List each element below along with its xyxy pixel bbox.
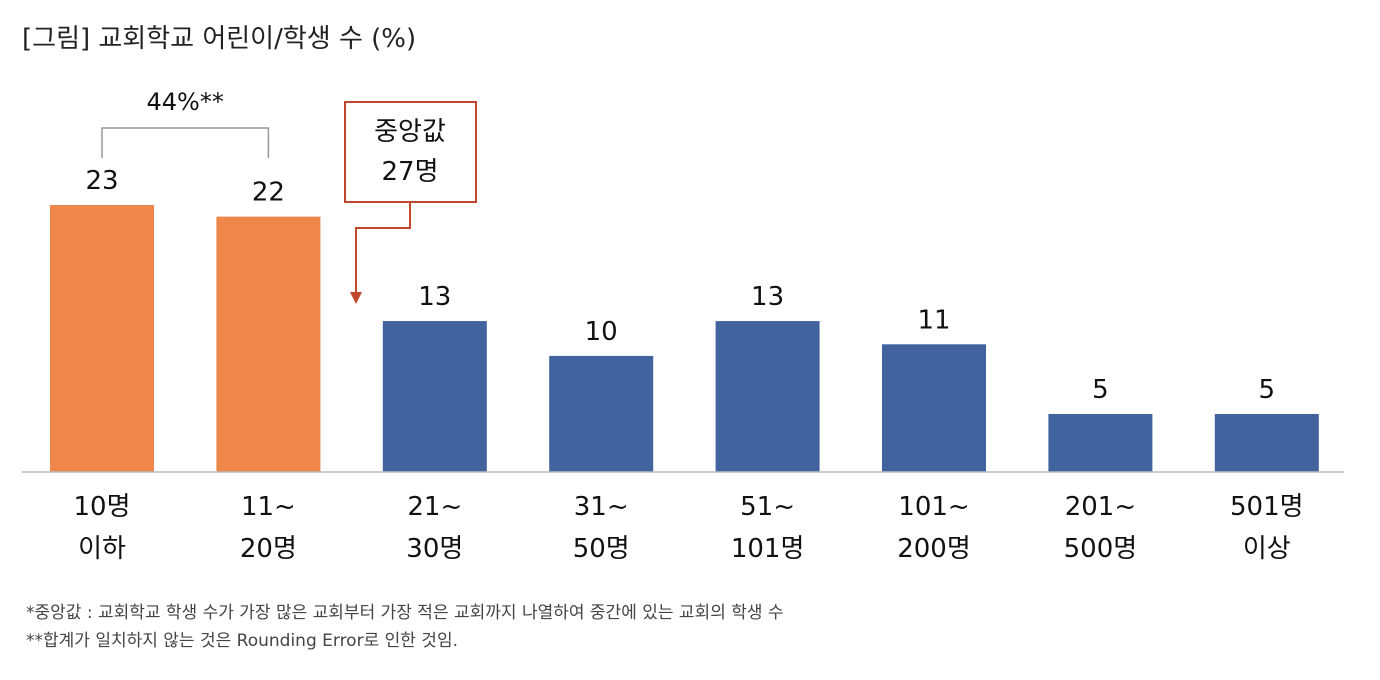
data-label-0: 23 bbox=[85, 166, 118, 196]
median-arrow-head bbox=[350, 292, 362, 304]
data-label-7: 5 bbox=[1259, 375, 1276, 405]
bar-6 bbox=[1048, 413, 1153, 472]
x-tick-label-7-0: 501명 bbox=[1230, 492, 1304, 522]
median-callout-text-1: 27명 bbox=[381, 157, 438, 187]
bar-2 bbox=[382, 321, 487, 472]
x-tick-label-1-1: 20명 bbox=[240, 534, 297, 564]
x-tick-label-0-1: 이하 bbox=[78, 534, 126, 564]
bracket-label: 44%** bbox=[147, 88, 224, 116]
data-label-3: 10 bbox=[585, 317, 618, 347]
bar-5 bbox=[882, 344, 986, 472]
bar-1 bbox=[216, 216, 321, 472]
bracket-line bbox=[101, 127, 270, 158]
x-tick-label-1-0: 11~ bbox=[241, 492, 296, 522]
footnote-rounding: **합계가 일치하지 않는 것은 Rounding Error로 인한 것임. bbox=[26, 631, 458, 651]
median-arrow-line bbox=[355, 202, 411, 292]
x-tick-label-5-1: 200명 bbox=[897, 534, 971, 564]
chart-title: [그림] 교회학교 어린이/학생 수 (%) bbox=[22, 24, 417, 54]
median-callout-box bbox=[344, 101, 477, 203]
footnote-median: *중앙값 : 교회학교 학생 수가 가장 많은 교회부터 가장 적은 교회까지 … bbox=[26, 603, 784, 623]
bar-0 bbox=[50, 205, 154, 472]
x-tick-label-4-0: 51~ bbox=[740, 492, 795, 522]
data-label-4: 13 bbox=[751, 282, 784, 312]
data-label-1: 22 bbox=[252, 178, 285, 208]
x-tick-label-2-1: 30명 bbox=[406, 534, 463, 564]
x-tick-label-0-0: 10명 bbox=[73, 492, 130, 522]
data-label-2: 13 bbox=[418, 282, 451, 312]
bar-7 bbox=[1214, 413, 1319, 472]
x-tick-label-2-0: 21~ bbox=[407, 492, 462, 522]
data-label-6: 5 bbox=[1092, 375, 1109, 405]
data-label-5: 11 bbox=[917, 305, 950, 335]
x-tick-label-3-0: 31~ bbox=[574, 492, 629, 522]
x-tick-label-5-0: 101~ bbox=[898, 492, 969, 522]
x-tick-label-6-1: 500명 bbox=[1064, 534, 1138, 564]
median-callout-text-0: 중앙값 bbox=[374, 117, 446, 147]
x-tick-label-4-1: 101명 bbox=[731, 534, 805, 564]
x-tick-label-6-0: 201~ bbox=[1065, 492, 1136, 522]
bar-4 bbox=[715, 321, 820, 472]
bar-3 bbox=[549, 355, 654, 472]
x-tick-label-3-1: 50명 bbox=[573, 534, 630, 564]
x-tick-label-7-1: 이상 bbox=[1243, 534, 1291, 564]
